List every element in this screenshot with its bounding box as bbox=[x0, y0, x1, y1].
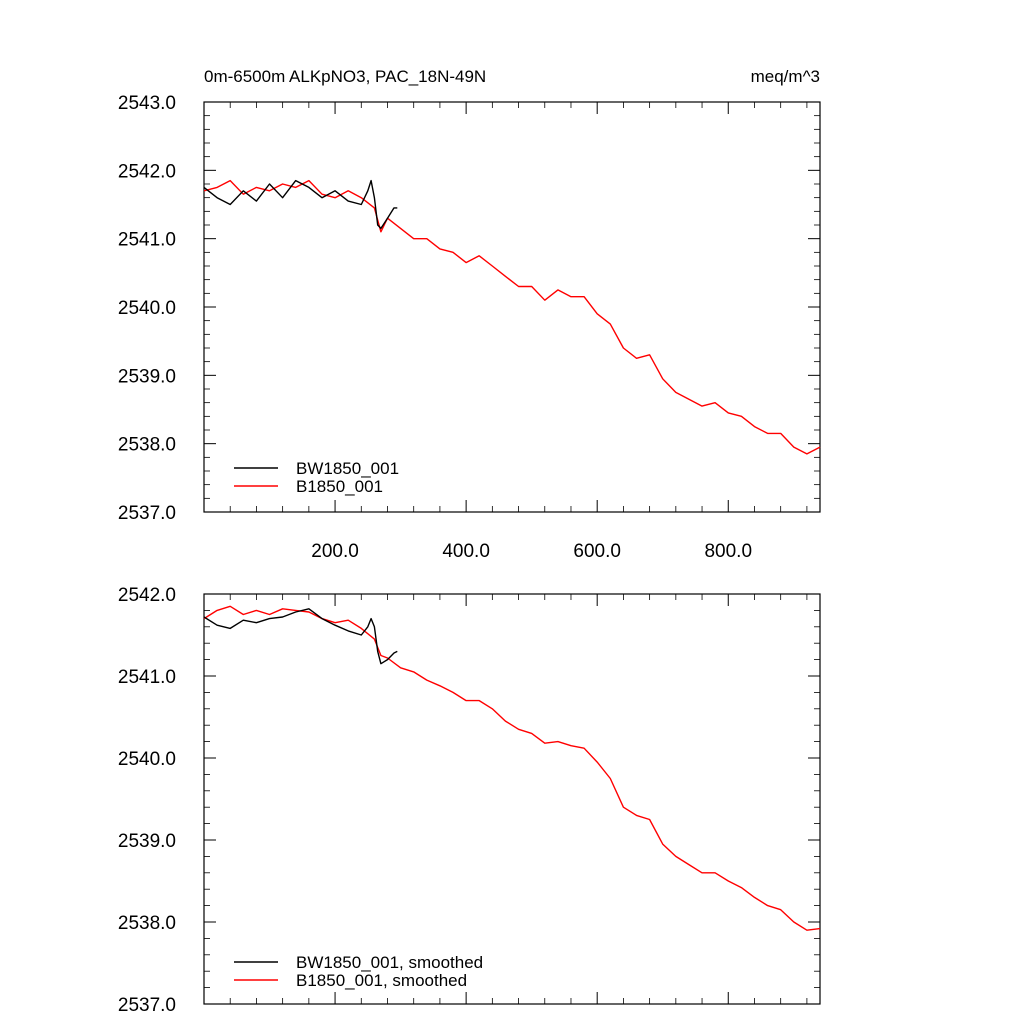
y-tick-label: 2540.0 bbox=[118, 749, 176, 770]
y-tick-label: 2537.0 bbox=[118, 503, 176, 524]
top-series-line-bw1850 bbox=[203, 179, 398, 230]
y-tick-label: 2539.0 bbox=[118, 831, 176, 852]
bottom-series-line-b1850 bbox=[203, 605, 821, 931]
legend-label: BW1850_001 bbox=[296, 459, 399, 478]
y-tick-label: 2541.0 bbox=[118, 230, 176, 251]
legend-label: BW1850_001, smoothed bbox=[296, 953, 483, 972]
bottom-panel: 2537.0 2538.0 2539.0 2540.0 2541.0 2542.0 BW18… bbox=[118, 585, 821, 1016]
y-tick-label: 2537.0 bbox=[118, 995, 176, 1016]
legend-label: B1850_001 bbox=[296, 477, 383, 496]
bottom-plot-area: 2537.0 2538.0 2539.0 2540.0 2541.0 2542.0 BW18… bbox=[118, 585, 821, 1016]
y-tick-label: 2538.0 bbox=[118, 913, 176, 934]
units-label: meq/m^3 bbox=[751, 67, 820, 86]
top-panel: 0m-6500m ALKpNO3, PAC_18N-49N meq/m^3 25… bbox=[118, 67, 821, 562]
y-tick-label: 2538.0 bbox=[118, 435, 176, 456]
y-tick-label: 2539.0 bbox=[118, 366, 176, 387]
top-plot-frame bbox=[203, 101, 821, 513]
y-tick-label: 2542.0 bbox=[118, 585, 176, 606]
legend-label: B1850_001, smoothed bbox=[296, 971, 467, 990]
bottom-plot-frame bbox=[203, 593, 821, 1005]
y-tick-label: 2541.0 bbox=[118, 667, 176, 688]
x-tick-label: 600.0 bbox=[573, 541, 621, 562]
top-plot-area: 2537.0 2538.0 2539.0 2540.0 2541.0 2542.0 2543… bbox=[118, 93, 821, 562]
top-series-line-b1850 bbox=[203, 179, 821, 455]
y-tick-label: 2540.0 bbox=[118, 298, 176, 319]
y-tick-label: 2542.0 bbox=[118, 161, 176, 182]
y-tick-label: 2543.0 bbox=[118, 93, 176, 114]
x-tick-label: 200.0 bbox=[311, 541, 359, 562]
x-tick-label: 800.0 bbox=[704, 541, 752, 562]
chart-title: 0m-6500m ALKpNO3, PAC_18N-49N bbox=[204, 67, 486, 86]
x-tick-label: 400.0 bbox=[442, 541, 490, 562]
bottom-series-line-bw1850 bbox=[203, 608, 398, 665]
